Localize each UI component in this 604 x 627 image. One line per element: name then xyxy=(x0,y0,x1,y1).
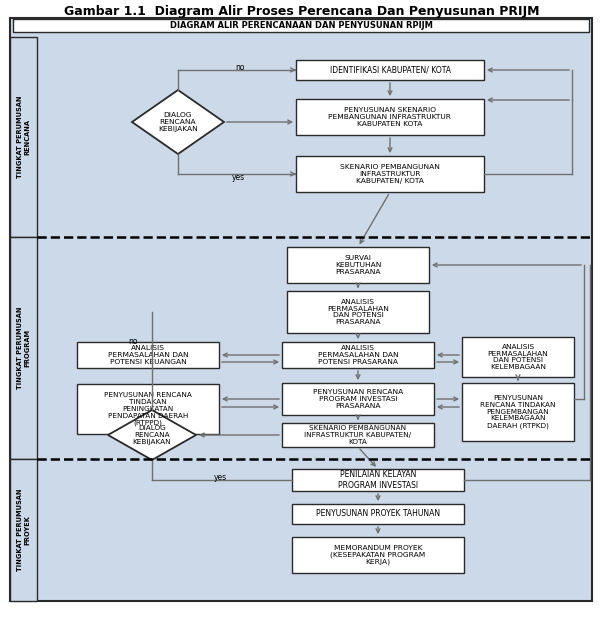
FancyBboxPatch shape xyxy=(296,60,484,80)
FancyBboxPatch shape xyxy=(77,342,219,368)
Polygon shape xyxy=(108,410,196,460)
Text: DIAGRAM ALIR PERENCANAAN DAN PENYUSUNAN RPIJM: DIAGRAM ALIR PERENCANAAN DAN PENYUSUNAN … xyxy=(170,21,432,30)
Text: yes: yes xyxy=(231,174,245,182)
FancyBboxPatch shape xyxy=(462,337,574,377)
FancyBboxPatch shape xyxy=(10,459,37,601)
Text: DIALOG
RENCANA
KEBIJAKAN: DIALOG RENCANA KEBIJAKAN xyxy=(158,112,198,132)
FancyBboxPatch shape xyxy=(10,18,592,601)
Text: PENYUSUNAN PROYEK TAHUNAN: PENYUSUNAN PROYEK TAHUNAN xyxy=(316,510,440,519)
Text: SURVAI
KEBUTUHAN
PRASARANA: SURVAI KEBUTUHAN PRASARANA xyxy=(335,255,381,275)
Polygon shape xyxy=(132,90,224,154)
Text: TINGKAT PERUMUSAN
PROGRAM: TINGKAT PERUMUSAN PROGRAM xyxy=(17,307,30,389)
Text: PENILAIAN KELAYAN
PROGRAM INVESTASI: PENILAIAN KELAYAN PROGRAM INVESTASI xyxy=(338,470,418,490)
Text: Gambar 1.1  Diagram Alir Proses Perencana Dan Penyusunan PRIJM: Gambar 1.1 Diagram Alir Proses Perencana… xyxy=(64,6,540,19)
Text: SKENARIO PEMBANGUNAN
INFRASTRUKTUR
KABUPATEN/ KOTA: SKENARIO PEMBANGUNAN INFRASTRUKTUR KABUP… xyxy=(340,164,440,184)
Text: no: no xyxy=(235,63,245,71)
Text: TINGKAT PERUMUSAN
PROYEK: TINGKAT PERUMUSAN PROYEK xyxy=(17,489,30,571)
Text: DIALOG
RENCANA
KEBIJAKAN: DIALOG RENCANA KEBIJAKAN xyxy=(133,425,172,445)
Text: PENYUSUNAN RENCANA
PROGRAM INVESTASI
PRASARANA: PENYUSUNAN RENCANA PROGRAM INVESTASI PRA… xyxy=(313,389,403,409)
Text: yes: yes xyxy=(213,473,226,482)
Text: ANALISIS
PERMASALAHAN
DAN POTENSI
PRASARANA: ANALISIS PERMASALAHAN DAN POTENSI PRASAR… xyxy=(327,299,389,325)
FancyBboxPatch shape xyxy=(296,156,484,192)
FancyBboxPatch shape xyxy=(282,423,434,447)
FancyBboxPatch shape xyxy=(287,291,429,333)
Text: no: no xyxy=(129,337,138,347)
FancyBboxPatch shape xyxy=(10,237,37,459)
FancyBboxPatch shape xyxy=(13,19,589,32)
Text: IDENTIFIKASI KABUPATEN/ KOTA: IDENTIFIKASI KABUPATEN/ KOTA xyxy=(330,65,451,75)
Text: PENYUSUNAN RENCANA
TINDAKAN
PENINGKATAN
PENDAPATAN DAERAH
(RTPPD): PENYUSUNAN RENCANA TINDAKAN PENINGKATAN … xyxy=(104,393,192,426)
Text: PENYUSUNAN
RENCANA TINDAKAN
PENGEMBANGAN
KELEMBAGAAN
DAERAH (RTPKD): PENYUSUNAN RENCANA TINDAKAN PENGEMBANGAN… xyxy=(480,395,556,429)
FancyBboxPatch shape xyxy=(287,247,429,283)
FancyBboxPatch shape xyxy=(77,384,219,434)
FancyBboxPatch shape xyxy=(292,504,464,524)
Text: ANALISIS
PERMASALAHAN DAN
POTENSI PRASARANA: ANALISIS PERMASALAHAN DAN POTENSI PRASAR… xyxy=(318,345,398,365)
FancyBboxPatch shape xyxy=(462,383,574,441)
Text: SKENARIO PEMBANGUNAN
INFRASTRUKTUR KABUPATEN/
KOTA: SKENARIO PEMBANGUNAN INFRASTRUKTUR KABUP… xyxy=(304,425,411,445)
FancyBboxPatch shape xyxy=(10,37,37,237)
FancyBboxPatch shape xyxy=(282,383,434,415)
Text: MEMORANDUM PROYEK
(KESEPAKATAN PROGRAM
KERJA): MEMORANDUM PROYEK (KESEPAKATAN PROGRAM K… xyxy=(330,545,426,566)
FancyBboxPatch shape xyxy=(292,537,464,573)
Text: TINGKAT PERUMUSAN
RENCANA: TINGKAT PERUMUSAN RENCANA xyxy=(17,96,30,178)
Text: ANALISIS
PERMASALAHAN
DAN POTENSI
KELEMBAGAAN: ANALISIS PERMASALAHAN DAN POTENSI KELEMB… xyxy=(487,344,548,370)
FancyBboxPatch shape xyxy=(292,469,464,491)
FancyBboxPatch shape xyxy=(296,99,484,135)
FancyBboxPatch shape xyxy=(282,342,434,368)
Text: PENYUSUNAN SKENARIO
PEMBANGUNAN INFRASTRUKTUR
KABUPATEN KOTA: PENYUSUNAN SKENARIO PEMBANGUNAN INFRASTR… xyxy=(329,107,452,127)
Text: ANALISIS
PERMASALAHAN DAN
POTENSI KEUANGAN: ANALISIS PERMASALAHAN DAN POTENSI KEUANG… xyxy=(108,345,188,365)
